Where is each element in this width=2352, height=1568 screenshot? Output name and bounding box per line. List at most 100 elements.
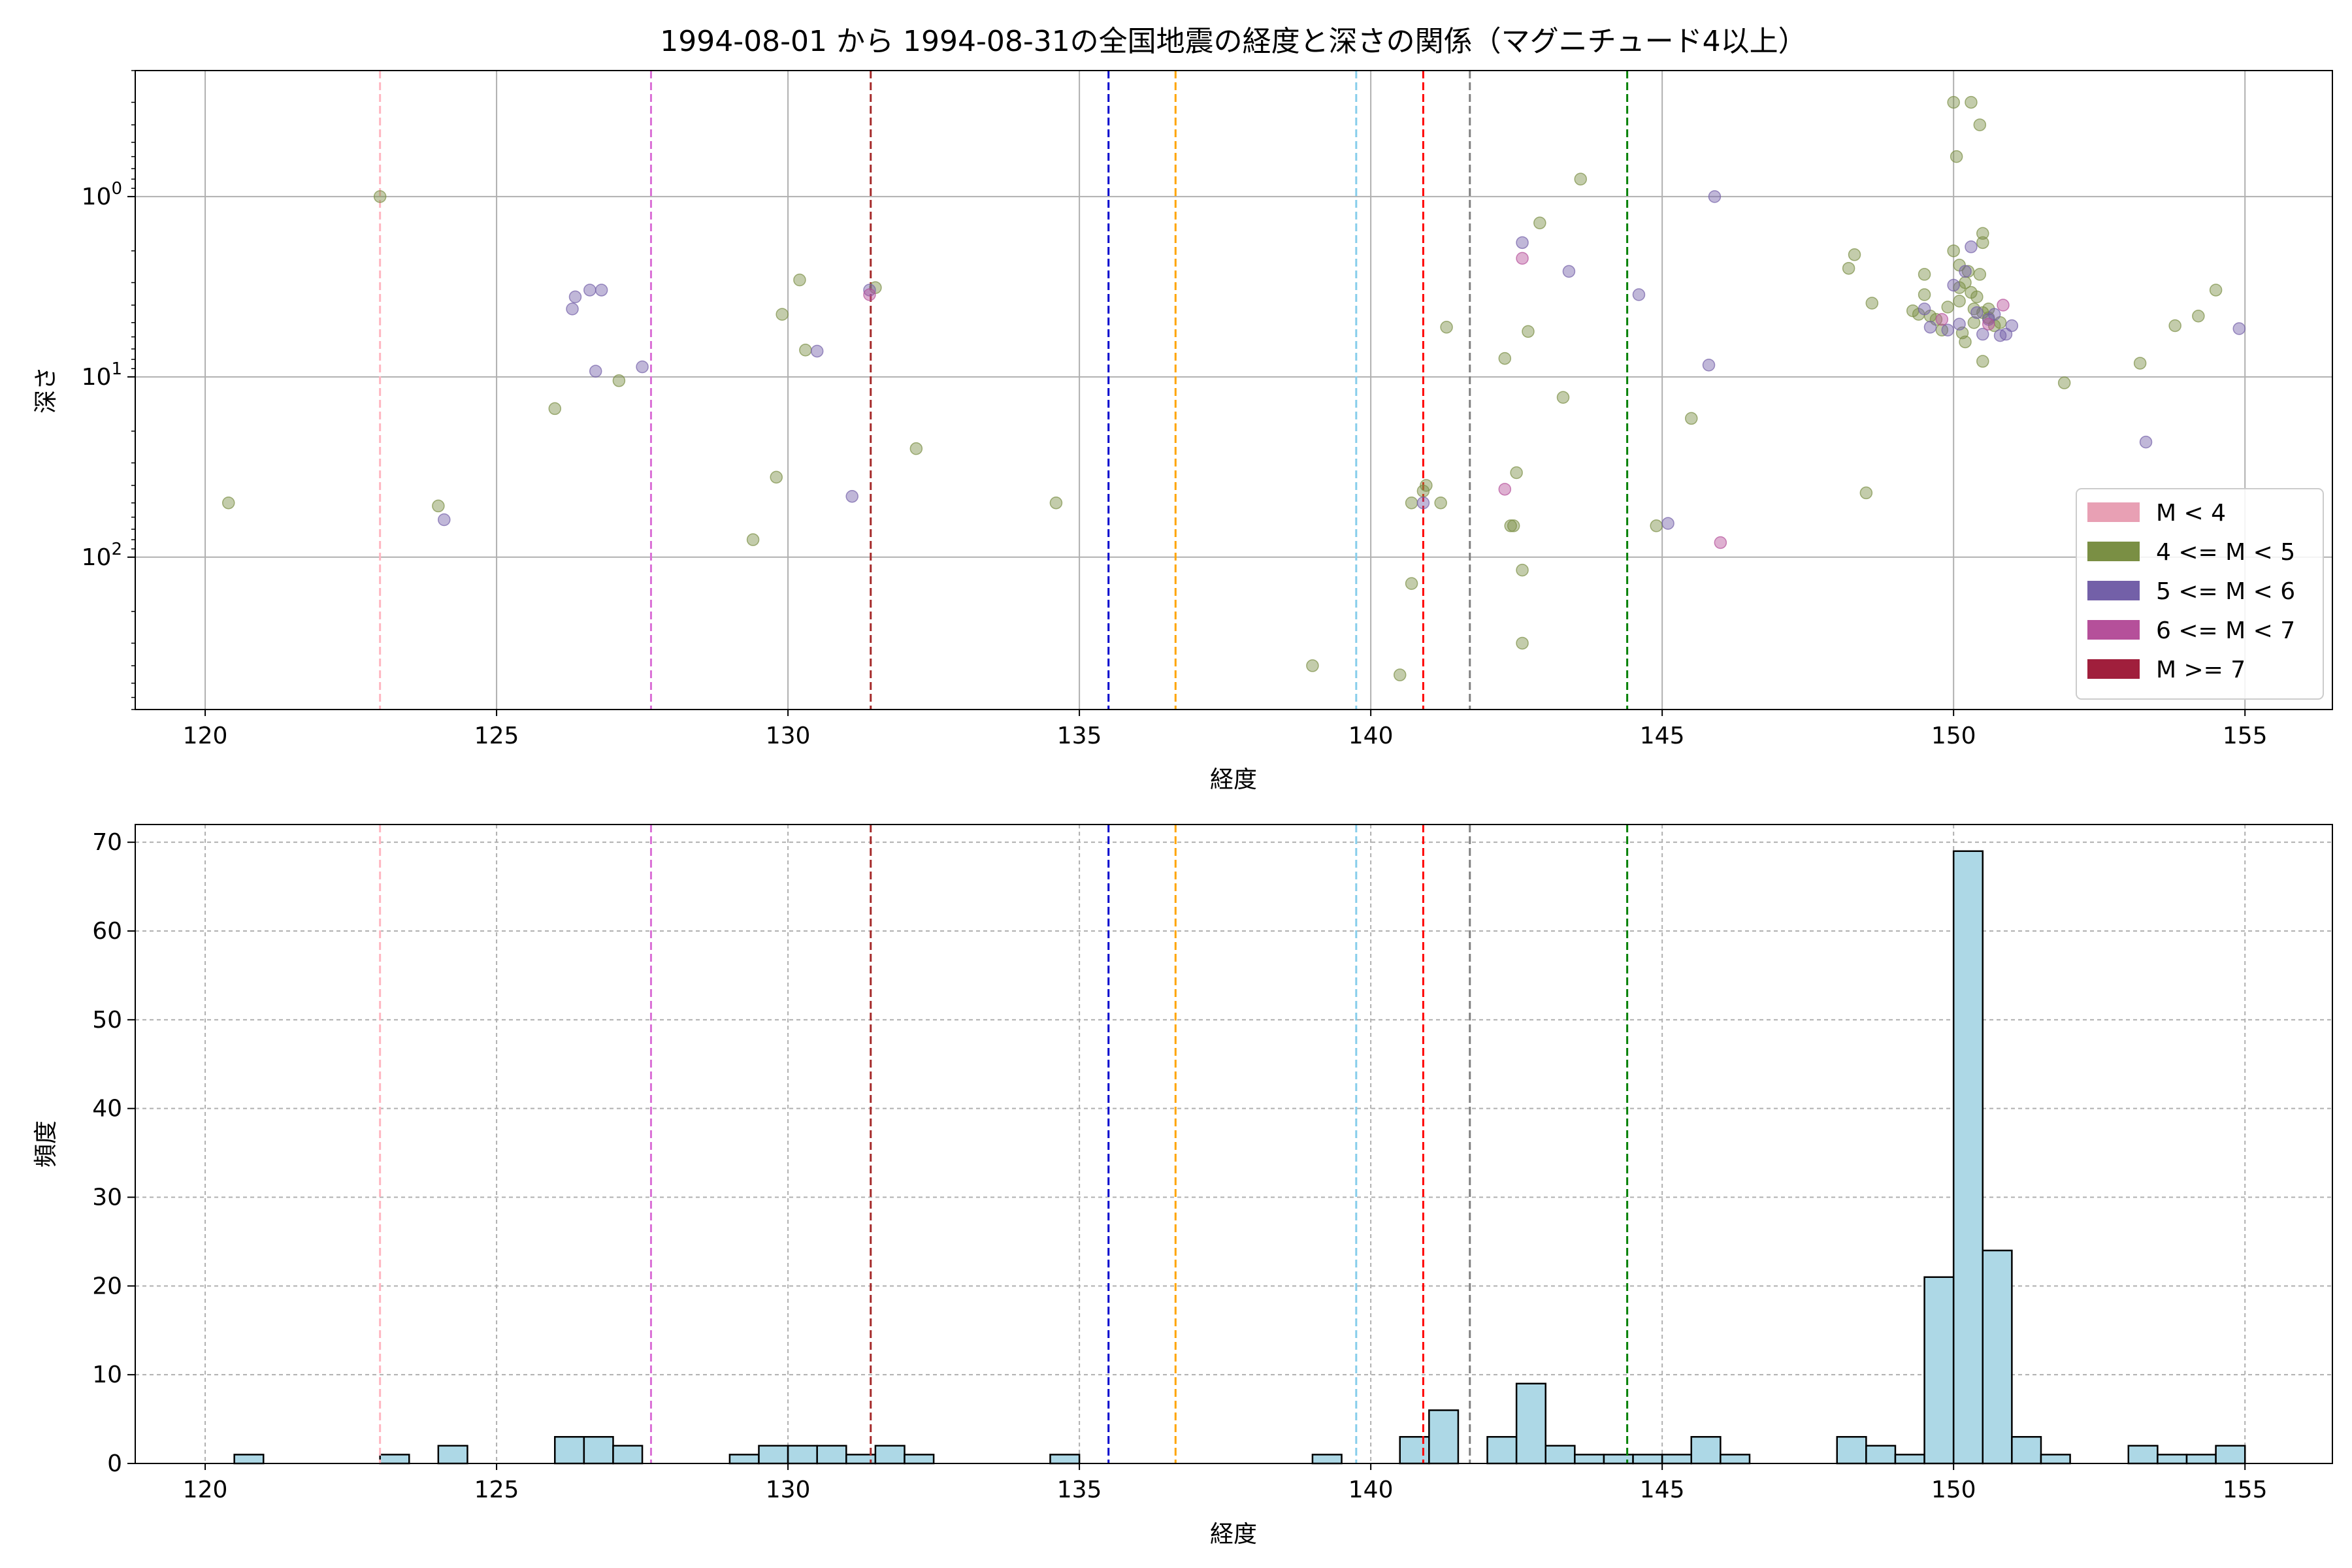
scatter-grid [135, 71, 2332, 710]
scatter-point [1982, 318, 1995, 331]
histogram-bar [379, 1454, 410, 1465]
scatter-point [2192, 310, 2205, 323]
scatter-point [566, 302, 579, 316]
legend-label: 4 <= M < 5 [2156, 539, 2295, 566]
scatter-point [1973, 268, 1987, 281]
scatter-point [589, 365, 602, 378]
scatter-x-tick-label: 125 [474, 723, 519, 749]
scatter-x-tick-label: 150 [1931, 723, 1976, 749]
scatter-point [1556, 391, 1570, 404]
histogram-bar [816, 1445, 847, 1465]
histogram-bar [233, 1454, 265, 1465]
scatter-point [1842, 261, 1855, 275]
scatter-y-ticks: 100 101 102 [82, 70, 135, 710]
scatter-point [1859, 486, 1873, 500]
histogram-bar [1049, 1454, 1081, 1465]
scatter-point [1941, 323, 1955, 336]
legend-label: M < 4 [2156, 500, 2226, 527]
histogram-bar [2157, 1454, 2188, 1465]
histogram-bar [758, 1445, 789, 1465]
histogram-bar [1544, 1445, 1576, 1465]
histogram-x-axis-label: 経度 [1210, 1521, 1257, 1548]
scatter-x-tick-label: 130 [766, 723, 811, 749]
scatter-point [1434, 496, 1447, 510]
scatter-point [1918, 268, 1931, 281]
scatter-point [1961, 265, 1975, 278]
scatter-point [1516, 236, 1529, 250]
scatter-point [1510, 466, 1523, 480]
histogram-x-ticks: 120 125 130 135 140 145 150 155 [183, 1463, 2268, 1503]
histogram-bar [583, 1436, 614, 1465]
scatter-plot-frame [135, 70, 2333, 710]
scatter-x-tick-label: 155 [2223, 723, 2268, 749]
scatter-point [1997, 299, 2010, 312]
scatter-point [1848, 248, 1861, 261]
scatter-point [548, 402, 562, 416]
scatter-point [1973, 118, 1987, 131]
scatter-point [1702, 359, 1716, 372]
scatter-point [595, 284, 608, 297]
chart-title: 1994-08-01 から 1994-08-31の全国地震の経度と深さの関係（マ… [660, 25, 1806, 58]
scatter-point [1970, 306, 1984, 319]
scatter-point [1965, 95, 1978, 109]
histogram-bar [1603, 1454, 1634, 1465]
scatter-point [1516, 636, 1529, 650]
scatter-point [2005, 319, 2019, 333]
scatter-point [909, 442, 923, 455]
histogram-bar [1632, 1454, 1663, 1465]
scatter-point [1976, 355, 1989, 368]
histogram-bar [787, 1445, 818, 1465]
scatter-point [1574, 172, 1588, 186]
scatter-point [776, 308, 789, 321]
scatter-point [1685, 412, 1698, 425]
histogram-bar [728, 1454, 760, 1465]
scatter-point [636, 360, 649, 374]
scatter-point [1941, 301, 1955, 314]
histogram-bar [2040, 1454, 2071, 1465]
histogram-bar [1923, 1276, 1955, 1465]
scatter-point [1950, 150, 1963, 163]
scatter-point [793, 273, 806, 287]
scatter-point [612, 374, 626, 387]
histogram-y-tick-label: 40 [92, 1096, 122, 1122]
scatter-point [1393, 668, 1407, 681]
histogram-bar [1486, 1436, 1518, 1465]
scatter-point [1405, 496, 1418, 510]
histogram-x-tick-label: 135 [1057, 1477, 1102, 1503]
legend-swatch [2087, 659, 2140, 679]
histogram-y-tick-label: 50 [92, 1007, 122, 1034]
histogram-bar [2127, 1445, 2159, 1465]
scatter-x-tick-label: 140 [1348, 723, 1394, 749]
legend-swatch [2087, 581, 2140, 600]
legend: M < 4 4 <= M < 5 5 <= M < 6 6 <= M < 7 M >= … [2076, 488, 2324, 700]
scatter-point [810, 344, 824, 358]
scatter-point [2133, 357, 2147, 370]
scatter-point [1498, 483, 1512, 496]
histogram-bar [1311, 1454, 1343, 1465]
histogram-bar [1661, 1454, 1693, 1465]
histogram-bar [1865, 1445, 1897, 1465]
legend-swatch [2087, 542, 2140, 561]
scatter-point [1632, 288, 1646, 301]
scatter-x-tick-label: 120 [183, 723, 228, 749]
histogram-y-tick-label: 0 [107, 1450, 122, 1477]
scatter-point [799, 344, 812, 357]
histogram-bar [437, 1445, 468, 1465]
scatter-point [583, 284, 596, 297]
scatter-point [568, 290, 582, 304]
scatter-point [1306, 659, 1319, 672]
scatter-point [1953, 318, 1966, 331]
histogram-plot-frame [135, 824, 2333, 1464]
histogram-x-tick-label: 140 [1348, 1477, 1394, 1503]
scatter-point [1708, 190, 1722, 203]
scatter-y-tick-label: 102 [82, 540, 122, 571]
scatter-point [770, 470, 783, 484]
scatter-point [1440, 321, 1453, 334]
histogram-x-tick-label: 145 [1640, 1477, 1685, 1503]
histogram-y-tick-label: 60 [92, 918, 122, 945]
scatter-point [1533, 216, 1546, 229]
scatter-point [1516, 563, 1529, 577]
histogram-y-axis-label: 頻度 [33, 1120, 59, 1168]
scatter-point [1976, 227, 1989, 240]
